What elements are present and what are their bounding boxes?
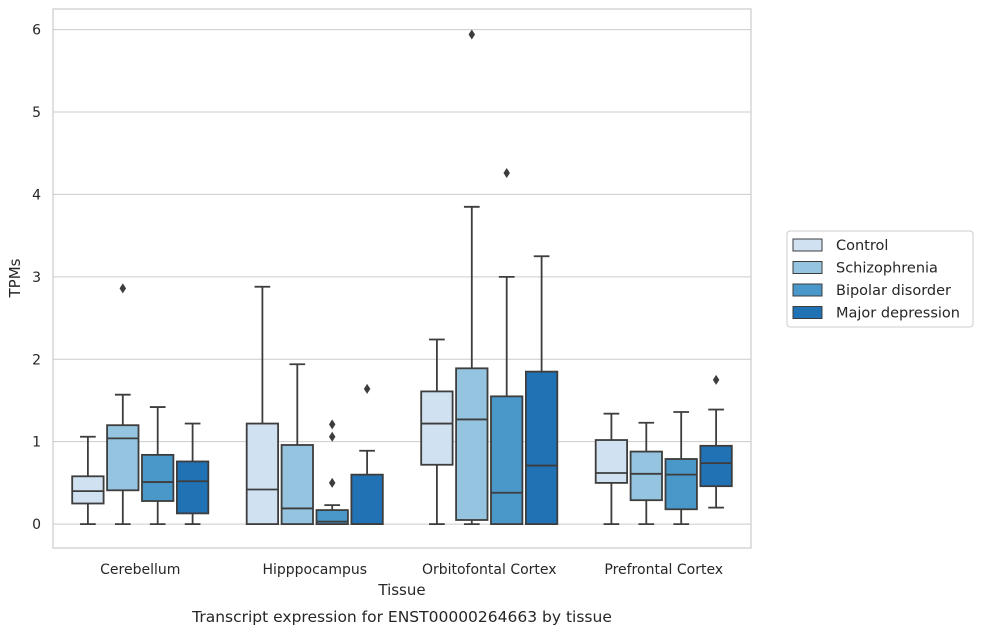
- legend-swatch: [792, 238, 823, 252]
- outlier-point: [328, 419, 336, 430]
- box-iqr: [175, 460, 210, 515]
- box-iqr: [420, 390, 454, 466]
- box-major-depression: [175, 422, 210, 525]
- box-major-depression: [350, 383, 384, 525]
- outlier-point: [503, 168, 510, 179]
- outlier-point: [328, 477, 336, 488]
- y-tick-label: 1: [32, 435, 41, 451]
- legend-label: Control: [836, 238, 888, 254]
- x-tick-label: Hipppocampus: [262, 562, 367, 578]
- box-iqr: [594, 439, 629, 484]
- box-iqr: [315, 509, 349, 525]
- box-iqr: [350, 473, 384, 525]
- box-control: [245, 285, 280, 525]
- box-bipolar-disorder: [664, 411, 698, 525]
- outlier-point: [119, 283, 127, 294]
- legend-swatch: [792, 306, 823, 319]
- box-iqr: [699, 444, 733, 488]
- y-tick-labels: 0 1 2 3 4 5 6: [32, 23, 41, 533]
- box-schizophrenia: [280, 363, 314, 525]
- x-axis-title: Tissue: [377, 581, 425, 599]
- y-tick-label: 3: [32, 270, 41, 286]
- chart-caption: Transcript expression for ENST0000026466…: [191, 608, 612, 626]
- box-control: [594, 412, 629, 525]
- box-iqr: [141, 453, 175, 502]
- box-iqr: [245, 422, 280, 525]
- y-tick-label: 4: [32, 187, 41, 203]
- box-bipolar-disorder: [490, 168, 524, 525]
- box-control: [71, 435, 105, 525]
- x-tick-label: Orbitofontal Cortex: [422, 562, 557, 578]
- y-tick-label: 5: [32, 105, 41, 121]
- box-control: [420, 338, 454, 525]
- box-schizophrenia: [455, 29, 489, 525]
- box-iqr: [71, 475, 105, 505]
- box-iqr: [490, 395, 524, 525]
- box-iqr: [455, 367, 489, 521]
- y-axis-title: TPMs: [6, 258, 24, 298]
- x-tick-label: Prefrontal Cortex: [604, 562, 723, 578]
- legend-swatch: [792, 283, 823, 297]
- box-iqr: [280, 444, 314, 525]
- legend-label: Major depression: [836, 306, 960, 322]
- legend-frame: [786, 230, 974, 328]
- box-major-depression: [524, 255, 559, 525]
- x-tick-label: Cerebellum: [100, 562, 180, 578]
- box-iqr: [106, 424, 140, 492]
- legend-swatch: [792, 261, 823, 274]
- box-schizophrenia: [106, 283, 140, 525]
- outlier-point: [468, 29, 476, 40]
- y-tick-label: 2: [32, 352, 41, 368]
- box-bipolar-disorder: [315, 419, 349, 525]
- y-tick-label: 6: [32, 23, 41, 39]
- x-tick-labels: Cerebellum Hipppocampus Orbitofontal Corte…: [100, 562, 723, 578]
- legend-label: Bipolar disorder: [836, 283, 951, 299]
- legend-label: Schizophrenia: [836, 261, 938, 277]
- outlier-point: [712, 374, 720, 385]
- outlier-point: [328, 431, 336, 442]
- box-schizophrenia: [629, 421, 663, 525]
- legend: Control Schizophrenia Bipolar disorder Majo…: [786, 230, 974, 328]
- y-tick-label: 0: [32, 517, 41, 533]
- box-major-depression: [699, 374, 733, 509]
- box-iqr: [524, 370, 559, 525]
- gridlines: [53, 29, 751, 525]
- plot-frame: [52, 8, 752, 549]
- box-iqr: [629, 450, 663, 502]
- outlier-point: [363, 383, 371, 394]
- box-bipolar-disorder: [141, 406, 175, 525]
- box-iqr: [664, 458, 698, 511]
- box-series: [71, 29, 733, 525]
